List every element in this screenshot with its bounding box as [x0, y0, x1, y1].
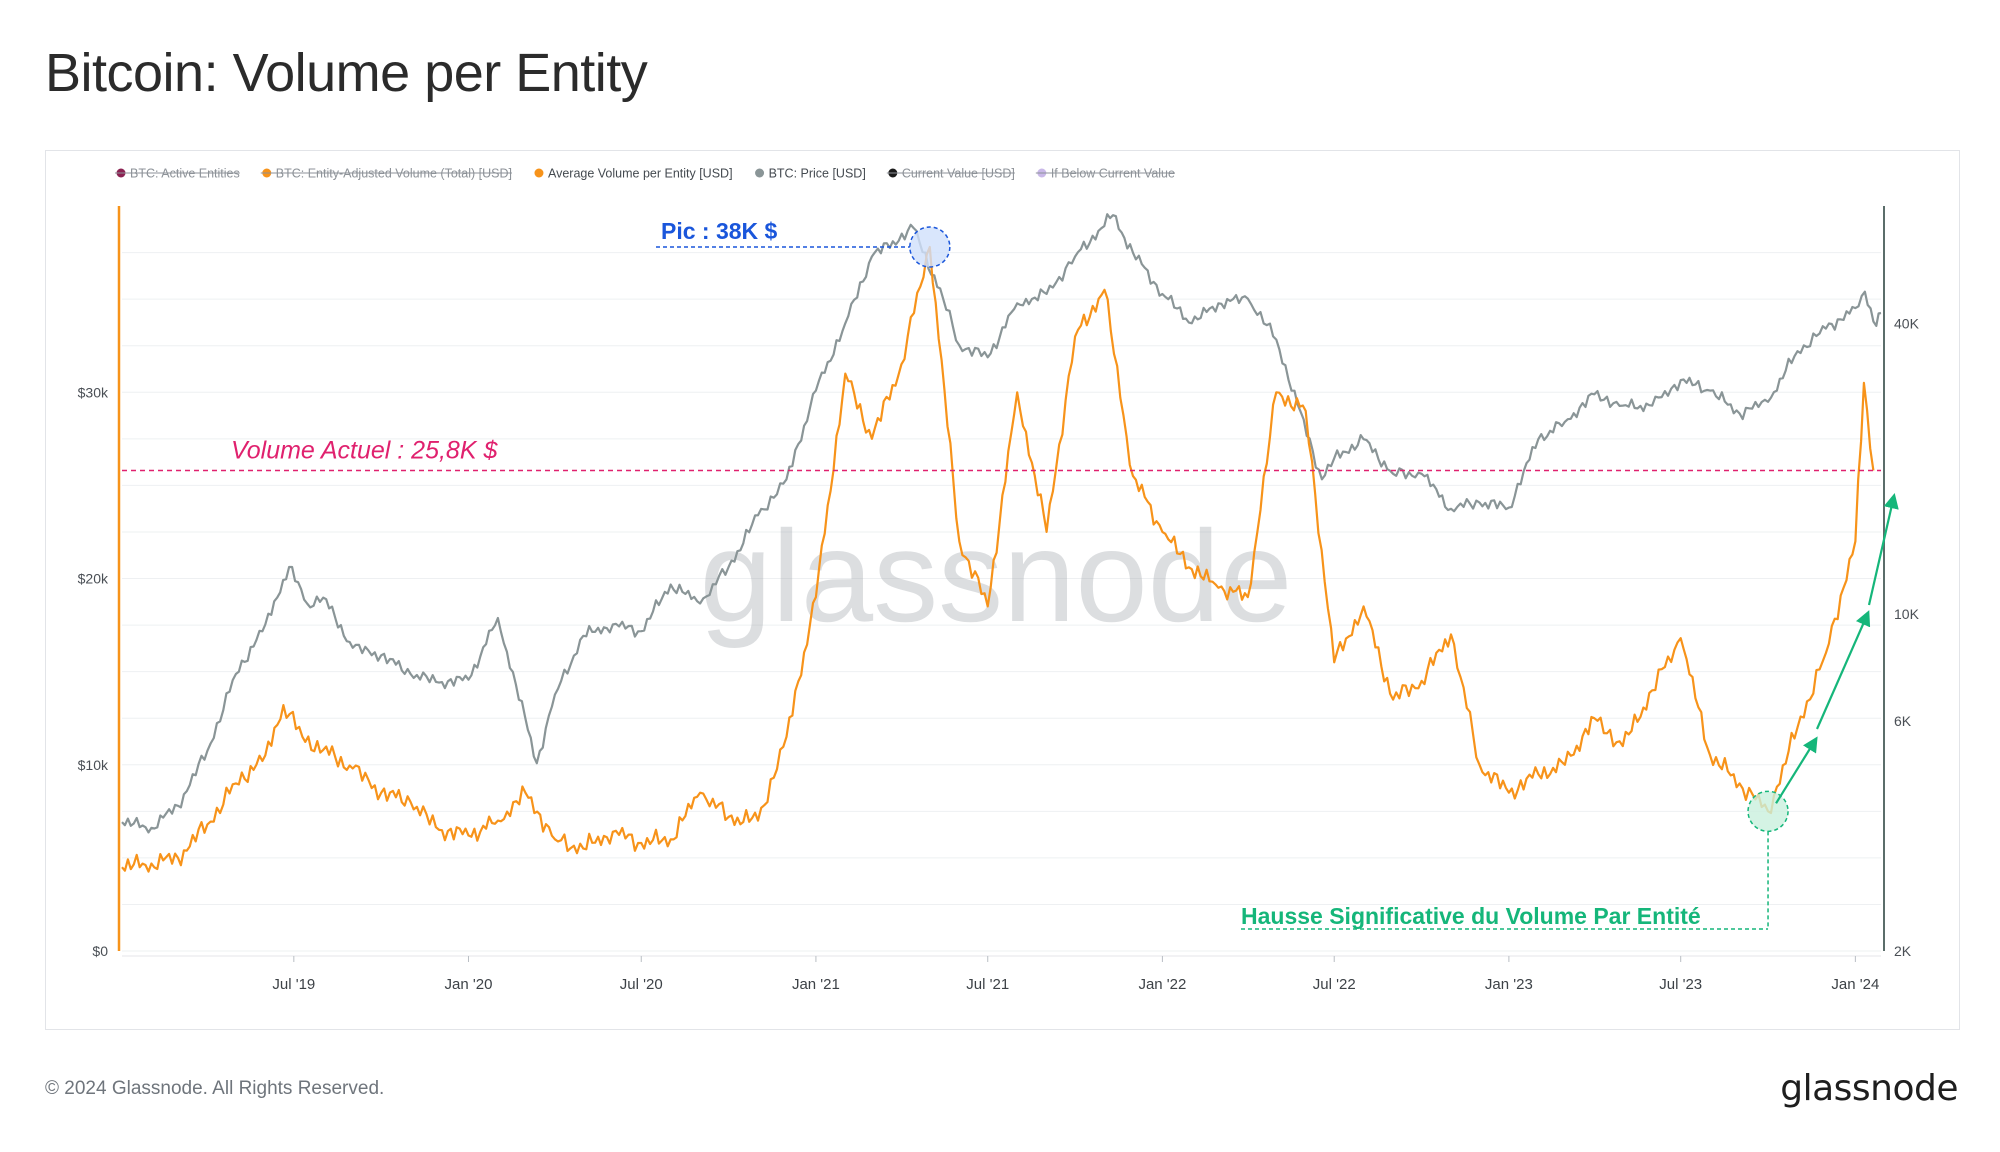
chart-legend: BTC: Active Entities BTC: Entity-Adjusted… — [115, 167, 1175, 181]
x-tick-label: Jan '21 — [792, 976, 840, 993]
peak-label: Pic : 38K $ — [661, 218, 778, 244]
rise-arrow-icon — [1815, 610, 1871, 730]
avg-volume-per-entity-line — [121, 245, 1875, 873]
legend-dot-icon — [534, 168, 544, 178]
legend-item[interactable]: Current Value [USD] — [886, 167, 1015, 181]
x-tick-label: Jan '23 — [1485, 976, 1533, 993]
glassnode-logo[interactable]: glassnode — [1780, 1068, 1958, 1109]
btc-price-line — [121, 213, 1882, 834]
glassnode-watermark: glassnode — [700, 503, 1293, 649]
x-tick-label: Jan '22 — [1138, 976, 1186, 993]
chart-series — [121, 213, 1882, 873]
chart-axes: $0 $10k $20k $30k 2K 6K 10K 40K Jul '19 Jan '20 Ju… — [78, 206, 1920, 993]
footer-copyright: © 2024 Glassnode. All Rights Reserved. — [45, 1078, 385, 1099]
rise-start-marker — [1747, 790, 1789, 833]
x-tick-label: Jan '20 — [445, 976, 493, 993]
volume-per-entity-chart: BTC: Active Entities BTC: Entity-Adjusted… — [78, 167, 1920, 994]
y-left-tick-label: $10k — [78, 757, 109, 773]
x-tick-label: Jul '21 — [966, 976, 1009, 993]
y-right-tick-label: 10K — [1894, 606, 1920, 622]
legend-item[interactable]: Average Volume per Entity [USD] — [534, 167, 733, 181]
y-left-tick-label: $30k — [78, 384, 109, 400]
legend-item[interactable]: BTC: Price [USD] — [755, 167, 866, 181]
chart-frame: BTC: Active Entities BTC: Entity-Adjusted… — [45, 150, 1960, 1030]
x-tick-label: Jul '23 — [1659, 976, 1702, 993]
legend-dot-icon — [755, 168, 765, 178]
y-right-tick-label: 40K — [1894, 315, 1920, 331]
rise-label: Hausse Significative du Volume Par Entit… — [1241, 903, 1701, 929]
y-left-tick-label: $0 — [92, 943, 108, 959]
legend-label: Average Volume per Entity [USD] — [548, 167, 733, 181]
legend-item[interactable]: If Below Current Value — [1035, 167, 1175, 181]
rise-arrow-icon — [1775, 736, 1818, 804]
y-right-tick-label: 6K — [1894, 713, 1912, 729]
rise-arrow-icon — [1867, 492, 1899, 606]
y-right-tick-label: 2K — [1894, 943, 1912, 959]
legend-item[interactable]: BTC: Entity-Adjusted Volume (Total) [USD… — [260, 167, 512, 181]
x-tick-label: Jul '19 — [272, 976, 315, 993]
y-left-tick-label: $20k — [78, 571, 109, 587]
chart-annotations: Volume Actuel : 25,8K $ Pic : 38K $ Hausse… — [122, 218, 1899, 930]
x-tick-label: Jan '24 — [1831, 976, 1879, 993]
peak-marker — [909, 226, 951, 268]
x-tick-label: Jul '22 — [1313, 976, 1356, 993]
chart-grid — [122, 252, 1881, 952]
legend-item[interactable]: BTC: Active Entities — [115, 167, 240, 181]
page-title: Bitcoin: Volume per Entity — [45, 43, 648, 103]
x-tick-label: Jul '20 — [620, 976, 663, 993]
legend-label: BTC: Price [USD] — [769, 167, 866, 181]
current-volume-label: Volume Actuel : 25,8K $ — [231, 436, 498, 464]
